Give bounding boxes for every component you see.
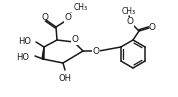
Text: O: O — [127, 17, 134, 26]
Text: O: O — [72, 36, 78, 45]
Text: CH₃: CH₃ — [122, 7, 136, 16]
Text: HO: HO — [16, 52, 29, 61]
Text: O: O — [64, 13, 72, 23]
Text: O: O — [148, 23, 156, 32]
Text: O: O — [93, 46, 100, 55]
Text: OH: OH — [59, 74, 72, 83]
Polygon shape — [42, 47, 44, 59]
Text: O: O — [41, 13, 48, 22]
Text: CH₃: CH₃ — [74, 3, 88, 13]
Text: HO: HO — [18, 38, 31, 46]
